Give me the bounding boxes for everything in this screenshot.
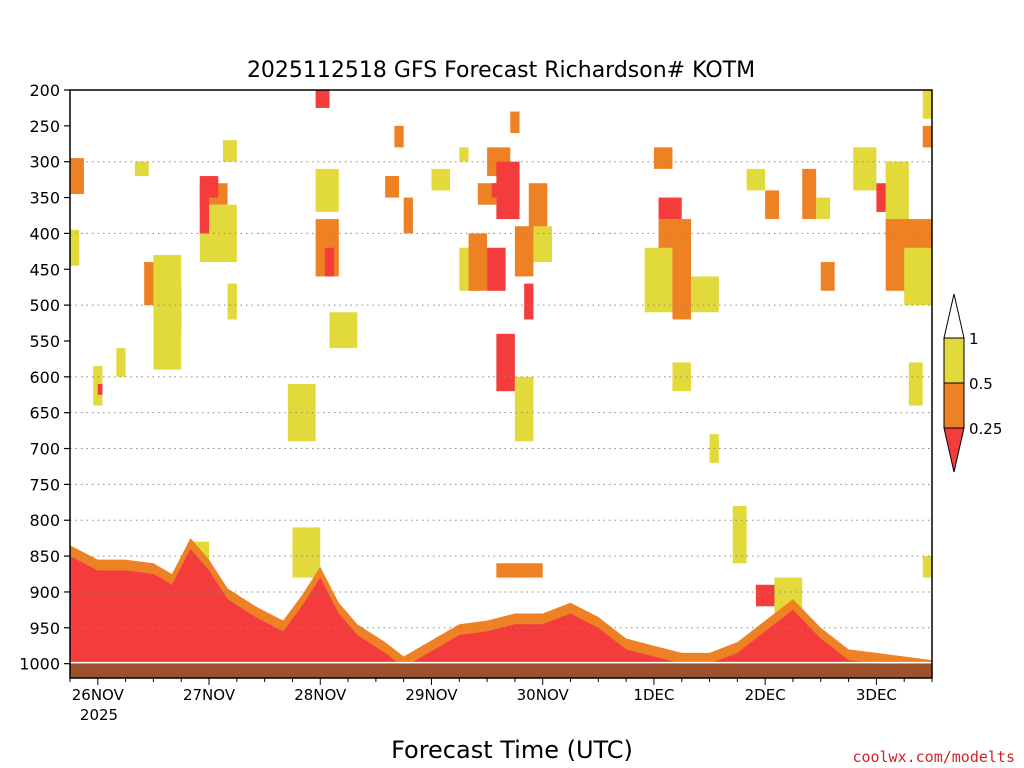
ri-patch-50: [802, 168, 817, 220]
y-tick-label-850: 850: [29, 547, 60, 566]
ri-patch-12: [222, 140, 237, 162]
ri-patch-67: [732, 505, 747, 564]
ri-patch-1: [70, 229, 80, 266]
ri-patch-52: [820, 262, 835, 291]
ri-patch-13: [199, 176, 210, 234]
y-tick-label-750: 750: [29, 475, 60, 494]
ri-patch-31: [496, 161, 520, 220]
ri-patch-48: [746, 168, 766, 191]
y-tick-label-350: 350: [29, 189, 60, 208]
y-tick-label-800: 800: [29, 511, 60, 530]
x-tick-label-30NOV: 30NOV: [517, 686, 570, 704]
ri-patch-39: [514, 376, 534, 442]
ri-patch-38: [533, 226, 552, 263]
legend-label-0.25: 0.25: [969, 420, 1002, 438]
source-credit: coolwx.com/modelts: [852, 748, 1015, 766]
legend-bin-lt0.25: [943, 427, 965, 473]
x-tick-label-26NOV: 26NOV: [72, 686, 125, 704]
legend-bin-0.25-0.5: [943, 382, 965, 429]
ri-patch-32: [487, 247, 506, 291]
x-axis: 26NOV 27NOV 28NOV 29NOV 30NOV 1DEC 2DEC 3DEC: [69, 678, 933, 704]
chart-title: 2025112518 GFS Forecast Richardson# KOTM: [247, 58, 755, 83]
ri-patch-61: [922, 556, 932, 578]
plot-frame: [69, 89, 933, 679]
ri-patch-23: [403, 197, 413, 234]
ri-patch-51: [816, 197, 831, 220]
ri-patch-25: [459, 147, 469, 162]
ri-patch-40: [653, 147, 673, 169]
y-tick-label-200: 200: [29, 81, 60, 100]
ri-patch-22: [394, 125, 404, 148]
gridlines: [70, 161, 932, 629]
ri-patch-58: [922, 90, 932, 119]
x-tick-label-28NOV: 28NOV: [294, 686, 347, 704]
y-tick-label-600: 600: [29, 368, 60, 387]
ri-patch-37: [528, 183, 548, 234]
ri-patch-21: [385, 176, 400, 198]
ri-patch-5: [134, 161, 149, 177]
x-tick-label-1DEC: 1DEC: [633, 686, 674, 704]
y-tick-label-300: 300: [29, 153, 60, 172]
y-tick-label-700: 700: [29, 440, 60, 459]
ri-patch-41: [658, 197, 682, 220]
legend-label-1: 1: [969, 330, 979, 348]
ri-patch-53: [853, 147, 877, 191]
y-tick-label-950: 950: [29, 619, 60, 638]
ri-patch-49: [765, 190, 780, 220]
ri-patch-27: [468, 233, 488, 291]
y-axis: 200 250 300 350 400 450 500 550 600 650 700 750 800 8…: [19, 81, 70, 674]
ri-patch-3: [97, 384, 103, 395]
ri-patch-45: [691, 276, 719, 313]
legend-bin-gt1: [943, 293, 965, 339]
plot-fill-layer: [70, 90, 932, 678]
y-tick-label-550: 550: [29, 332, 60, 351]
x-tick-label-29NOV: 29NOV: [405, 686, 458, 704]
ri-patch-57: [904, 247, 932, 306]
ri-patch-34: [514, 226, 534, 277]
y-tick-label-250: 250: [29, 117, 60, 136]
y-tick-label-1000: 1000: [19, 655, 60, 674]
ri-patch-33: [510, 111, 520, 134]
y-tick-label-450: 450: [29, 260, 60, 279]
x-tick-label-2DEC: 2DEC: [745, 686, 786, 704]
ri-patch-36: [496, 333, 515, 392]
x-tick-label-27NOV: 27NOV: [183, 686, 236, 704]
colorbar-legend: 1 0.5 0.25: [943, 293, 1002, 473]
ri-patch-59: [922, 125, 932, 148]
x-axis-label: Forecast Time (UTC): [391, 736, 633, 764]
ri-patch-4: [116, 348, 126, 377]
x-axis-year-label: 2025: [80, 706, 118, 724]
ri-patch-63: [292, 527, 321, 578]
ri-patch-16: [315, 90, 330, 108]
y-tick-label-500: 500: [29, 296, 60, 315]
ground-band: [70, 663, 932, 678]
ri-patch-19: [324, 247, 335, 277]
ri-patch-11: [209, 176, 219, 198]
ri-patch-20: [329, 312, 358, 349]
ri-patch-44: [672, 240, 692, 320]
x-tick-label-3DEC: 3DEC: [856, 686, 897, 704]
y-tick-label-400: 400: [29, 224, 60, 243]
ri-patch-60: [908, 362, 923, 406]
ri-patch-8: [153, 254, 182, 370]
y-tick-label-650: 650: [29, 404, 60, 423]
y-tick-label-900: 900: [29, 583, 60, 602]
ri-patch-14: [227, 283, 237, 320]
legend-bin-0.5-1: [943, 337, 965, 384]
ri-patch-24: [431, 168, 451, 191]
ri-patch-0: [70, 158, 84, 194]
boundary-layer-low-ri: [70, 548, 932, 678]
ri-patch-17: [315, 168, 339, 212]
ri-patch-35: [524, 283, 534, 320]
legend-label-0.5: 0.5: [969, 375, 993, 393]
ri-patch-64: [496, 563, 543, 578]
